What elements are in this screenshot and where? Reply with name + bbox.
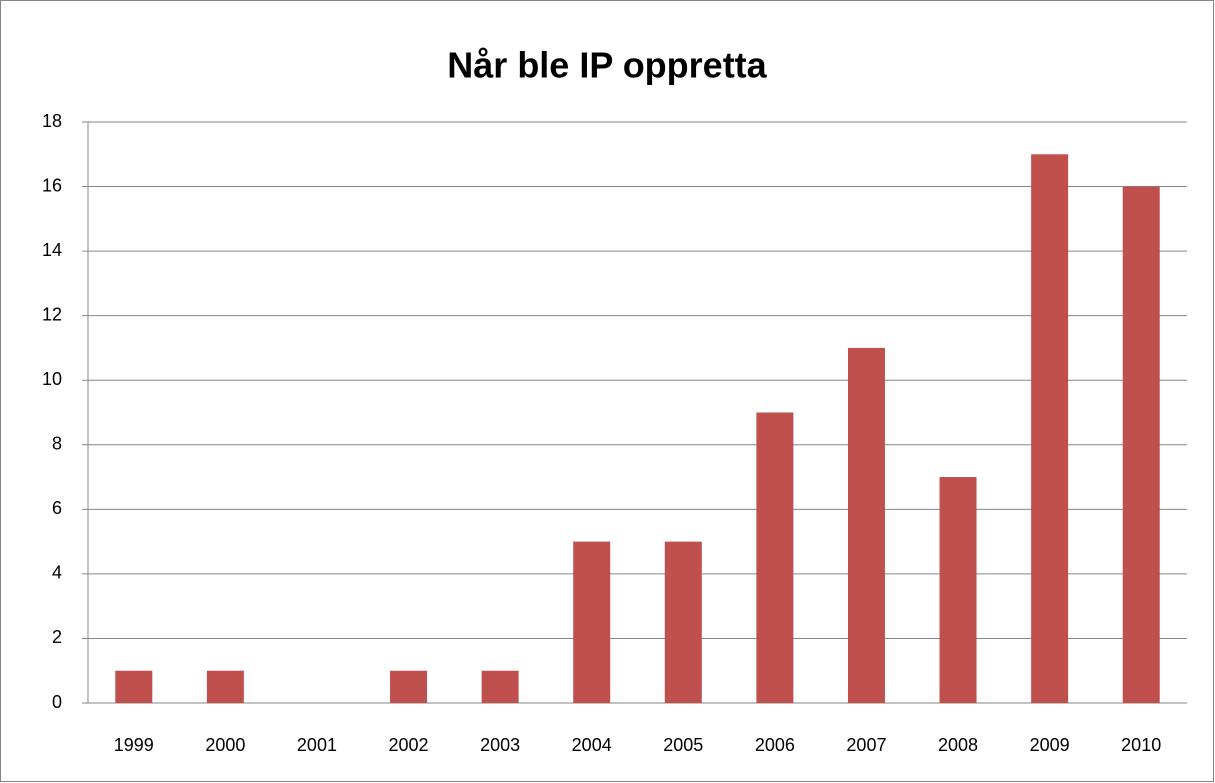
bar xyxy=(481,670,519,703)
y-tick-label: 14 xyxy=(42,240,62,260)
x-tick-label: 2004 xyxy=(572,735,612,755)
x-tick-label: 2009 xyxy=(1030,735,1070,755)
bar xyxy=(390,670,428,703)
x-tick-label: 2010 xyxy=(1121,735,1161,755)
bar xyxy=(664,541,702,703)
bar xyxy=(756,412,794,703)
bar xyxy=(1031,154,1069,703)
bar xyxy=(206,670,244,703)
y-tick-label: 18 xyxy=(42,111,62,131)
bar xyxy=(1122,186,1160,704)
y-tick-label: 6 xyxy=(52,498,62,518)
x-tick-label: 2005 xyxy=(663,735,703,755)
bar xyxy=(939,477,977,703)
x-tick-label: 2007 xyxy=(846,735,886,755)
x-tick-label: 2006 xyxy=(755,735,795,755)
x-tick-label: 1999 xyxy=(114,735,154,755)
chart-title: Når ble IP oppretta xyxy=(447,45,767,86)
bar xyxy=(115,670,153,703)
bar xyxy=(847,347,885,703)
x-tick-label: 2000 xyxy=(205,735,245,755)
bar xyxy=(573,541,611,703)
y-tick-label: 12 xyxy=(42,304,62,324)
x-tick-label: 2002 xyxy=(389,735,429,755)
x-tick-label: 2008 xyxy=(938,735,978,755)
x-tick-label: 2001 xyxy=(297,735,337,755)
y-tick-label: 16 xyxy=(42,175,62,195)
y-tick-label: 2 xyxy=(52,627,62,647)
y-tick-label: 4 xyxy=(52,563,62,583)
y-tick-label: 8 xyxy=(52,434,62,454)
y-tick-label: 10 xyxy=(42,369,62,389)
x-tick-label: 2003 xyxy=(480,735,520,755)
y-tick-label: 0 xyxy=(52,692,62,712)
